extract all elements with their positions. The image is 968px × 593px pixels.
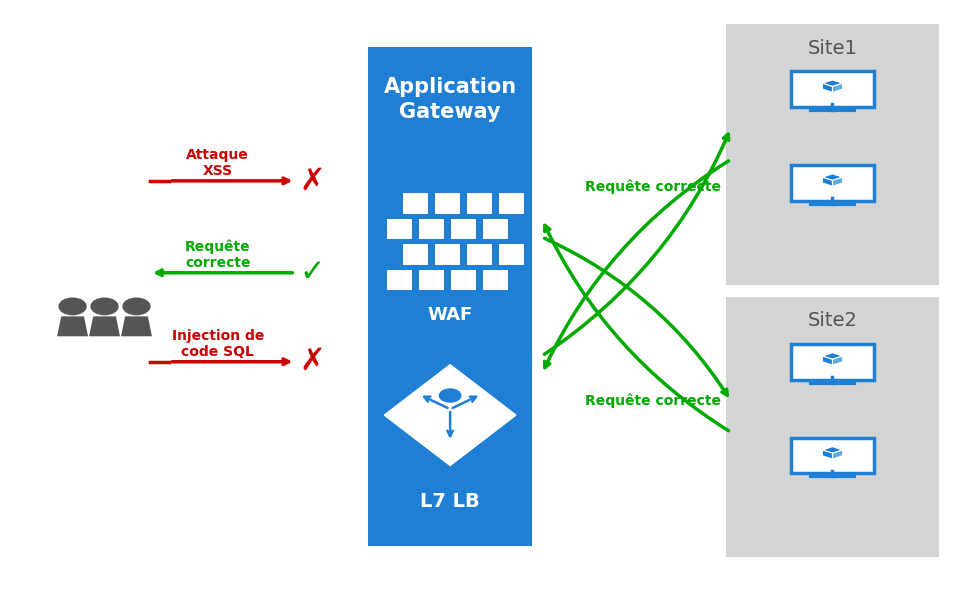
Circle shape [91, 298, 118, 315]
FancyBboxPatch shape [386, 269, 413, 291]
Polygon shape [384, 365, 516, 466]
Text: L7 LB: L7 LB [420, 492, 480, 511]
FancyBboxPatch shape [435, 243, 462, 266]
FancyBboxPatch shape [418, 218, 445, 240]
FancyBboxPatch shape [791, 165, 874, 200]
Circle shape [59, 298, 86, 315]
Polygon shape [57, 317, 88, 336]
Text: ✓: ✓ [299, 259, 324, 287]
FancyBboxPatch shape [482, 218, 509, 240]
Circle shape [439, 389, 461, 402]
Polygon shape [823, 174, 842, 180]
FancyBboxPatch shape [498, 192, 525, 215]
FancyBboxPatch shape [403, 243, 430, 266]
Polygon shape [823, 356, 832, 365]
FancyBboxPatch shape [726, 24, 939, 285]
Text: Injection de
code SQL: Injection de code SQL [171, 329, 264, 359]
Text: Requête
correcte: Requête correcte [185, 239, 251, 270]
Text: Requête correcte: Requête correcte [586, 180, 721, 194]
FancyBboxPatch shape [418, 269, 445, 291]
Polygon shape [823, 353, 842, 359]
Text: Site2: Site2 [807, 311, 858, 330]
Text: Application
Gateway: Application Gateway [383, 77, 517, 122]
Text: ✗: ✗ [299, 167, 324, 195]
FancyBboxPatch shape [450, 218, 477, 240]
FancyBboxPatch shape [467, 192, 494, 215]
FancyBboxPatch shape [791, 438, 874, 473]
Text: Attaque
XSS: Attaque XSS [187, 148, 249, 178]
Polygon shape [832, 83, 842, 93]
Polygon shape [823, 80, 842, 87]
Polygon shape [89, 317, 120, 336]
Polygon shape [823, 447, 842, 453]
Polygon shape [832, 177, 842, 186]
Polygon shape [823, 83, 832, 93]
Polygon shape [832, 356, 842, 365]
FancyBboxPatch shape [403, 192, 430, 215]
Circle shape [123, 298, 150, 315]
FancyBboxPatch shape [386, 218, 413, 240]
Polygon shape [121, 317, 152, 336]
Text: Requête correcte: Requête correcte [586, 393, 721, 407]
FancyBboxPatch shape [498, 243, 525, 266]
FancyBboxPatch shape [467, 243, 494, 266]
FancyBboxPatch shape [450, 269, 477, 291]
FancyBboxPatch shape [482, 269, 509, 291]
Text: WAF: WAF [428, 306, 472, 324]
FancyBboxPatch shape [726, 296, 939, 557]
Polygon shape [823, 450, 832, 459]
FancyBboxPatch shape [791, 71, 874, 107]
Polygon shape [832, 450, 842, 459]
FancyBboxPatch shape [368, 47, 532, 546]
FancyBboxPatch shape [435, 192, 462, 215]
Polygon shape [823, 177, 832, 186]
Text: Site1: Site1 [807, 39, 858, 58]
FancyBboxPatch shape [791, 344, 874, 380]
Text: ✗: ✗ [299, 347, 324, 376]
